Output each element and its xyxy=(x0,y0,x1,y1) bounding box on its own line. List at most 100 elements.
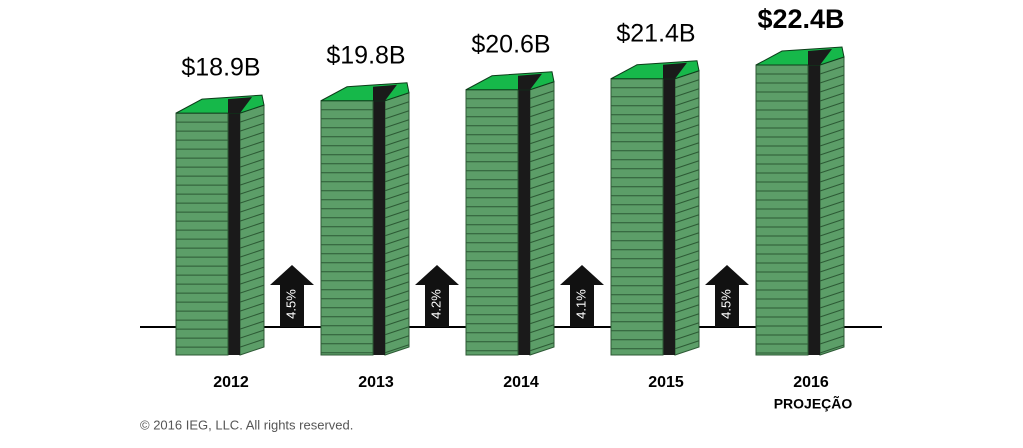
stack-band xyxy=(518,89,530,355)
stack-stripe xyxy=(529,180,555,190)
stack-stripe xyxy=(819,128,845,138)
annotation: PROJEÇÃO xyxy=(774,395,853,412)
stack-stripe xyxy=(819,308,845,318)
stack-stripe xyxy=(674,268,700,278)
stack-stripe xyxy=(819,236,845,246)
stack-stripe xyxy=(674,286,700,296)
stack-stripe xyxy=(239,239,265,249)
stack-stripe xyxy=(819,164,845,174)
stack-stripe xyxy=(819,299,845,309)
growth-label: 4.2% xyxy=(428,289,443,319)
stack-stripe xyxy=(529,207,555,217)
stack-stripe xyxy=(819,200,845,210)
stack-stripe xyxy=(384,335,410,345)
stack-stripe xyxy=(674,88,700,98)
stack-stripe xyxy=(529,144,555,154)
stack-stripe xyxy=(674,232,700,242)
stack-stripe xyxy=(529,288,555,298)
stack-stripe xyxy=(384,155,410,165)
stack-stripe xyxy=(239,302,265,312)
stack-stripe xyxy=(529,324,555,334)
stack-stripe xyxy=(239,329,265,339)
stack-stripe xyxy=(529,216,555,226)
stack-stripe xyxy=(674,160,700,170)
stack-stripe xyxy=(674,97,700,107)
stack-top-band xyxy=(228,97,252,114)
stack-stripe xyxy=(674,151,700,161)
stack-stripe xyxy=(819,263,845,273)
stack-stripe xyxy=(674,295,700,305)
stack-stripe xyxy=(239,167,265,177)
stack-stripe xyxy=(384,200,410,210)
stack-stripe xyxy=(384,128,410,138)
value-label: $20.6B xyxy=(471,30,550,58)
stack-stripe xyxy=(674,169,700,179)
stack xyxy=(755,64,809,356)
stack xyxy=(610,78,664,356)
stack-stripe xyxy=(384,326,410,336)
stack-stripe xyxy=(529,135,555,145)
stack-band xyxy=(663,78,675,355)
stack-stripe xyxy=(384,317,410,327)
stack-stripe xyxy=(529,225,555,235)
stack-stripe xyxy=(384,281,410,291)
growth-label: 4.1% xyxy=(573,289,588,319)
stack-stripe xyxy=(819,191,845,201)
stack-stripe xyxy=(239,311,265,321)
stack-stripe xyxy=(384,209,410,219)
stack-stripe xyxy=(819,83,845,93)
x-tick-label: 2013 xyxy=(358,374,394,391)
stack-stripe xyxy=(529,270,555,280)
stack-stripe xyxy=(239,131,265,141)
growth-arrow xyxy=(270,265,314,327)
stack-stripe xyxy=(819,218,845,228)
stack-band xyxy=(373,100,385,355)
stack-stripe xyxy=(239,248,265,258)
stack-stripe xyxy=(819,281,845,291)
stack-stripe xyxy=(239,149,265,159)
stack-stripe xyxy=(239,158,265,168)
stack-stripe xyxy=(529,171,555,181)
stack-stripe xyxy=(239,185,265,195)
stack-stripe xyxy=(819,110,845,120)
stack xyxy=(175,112,229,356)
x-tick-label: 2012 xyxy=(213,374,249,391)
stack-stripe xyxy=(384,227,410,237)
stack-stripe xyxy=(819,254,845,264)
stack-stripe xyxy=(674,115,700,125)
stack-stripe xyxy=(239,284,265,294)
stack-stripe xyxy=(384,191,410,201)
stack-stripe xyxy=(674,277,700,287)
growth-label: 4.5% xyxy=(283,289,298,319)
stack-stripe xyxy=(384,299,410,309)
stack-stripe xyxy=(819,209,845,219)
growth-arrow xyxy=(560,265,604,327)
stack-stripe xyxy=(239,203,265,213)
stack-stripe xyxy=(239,293,265,303)
footer: © 2016 IEG, LLC. All rights reserved. xyxy=(140,417,353,432)
stack-stripe xyxy=(529,252,555,262)
stack-stripe xyxy=(674,214,700,224)
x-tick-label: 2015 xyxy=(648,374,684,391)
stack-stripe xyxy=(529,243,555,253)
stack-stripe xyxy=(529,315,555,325)
stack-stripe xyxy=(529,297,555,307)
stack-stripe xyxy=(384,236,410,246)
stack-stripe xyxy=(529,279,555,289)
stack-stripe xyxy=(819,227,845,237)
stack-stripe xyxy=(384,137,410,147)
stack-stripe xyxy=(819,74,845,84)
stack-stripe xyxy=(239,140,265,150)
stack-stripe xyxy=(819,317,845,327)
growth-arrow xyxy=(705,265,749,327)
stack-stripe xyxy=(674,304,700,314)
stack-stripe xyxy=(819,119,845,129)
stack-stripe xyxy=(384,119,410,129)
stack-stripe xyxy=(239,212,265,222)
value-label: $18.9B xyxy=(181,54,260,82)
stack-stripe xyxy=(239,194,265,204)
value-label: $19.8B xyxy=(326,41,405,69)
stack-stripe xyxy=(819,65,845,75)
stack-stripe xyxy=(674,241,700,251)
stack-stripe xyxy=(819,155,845,165)
